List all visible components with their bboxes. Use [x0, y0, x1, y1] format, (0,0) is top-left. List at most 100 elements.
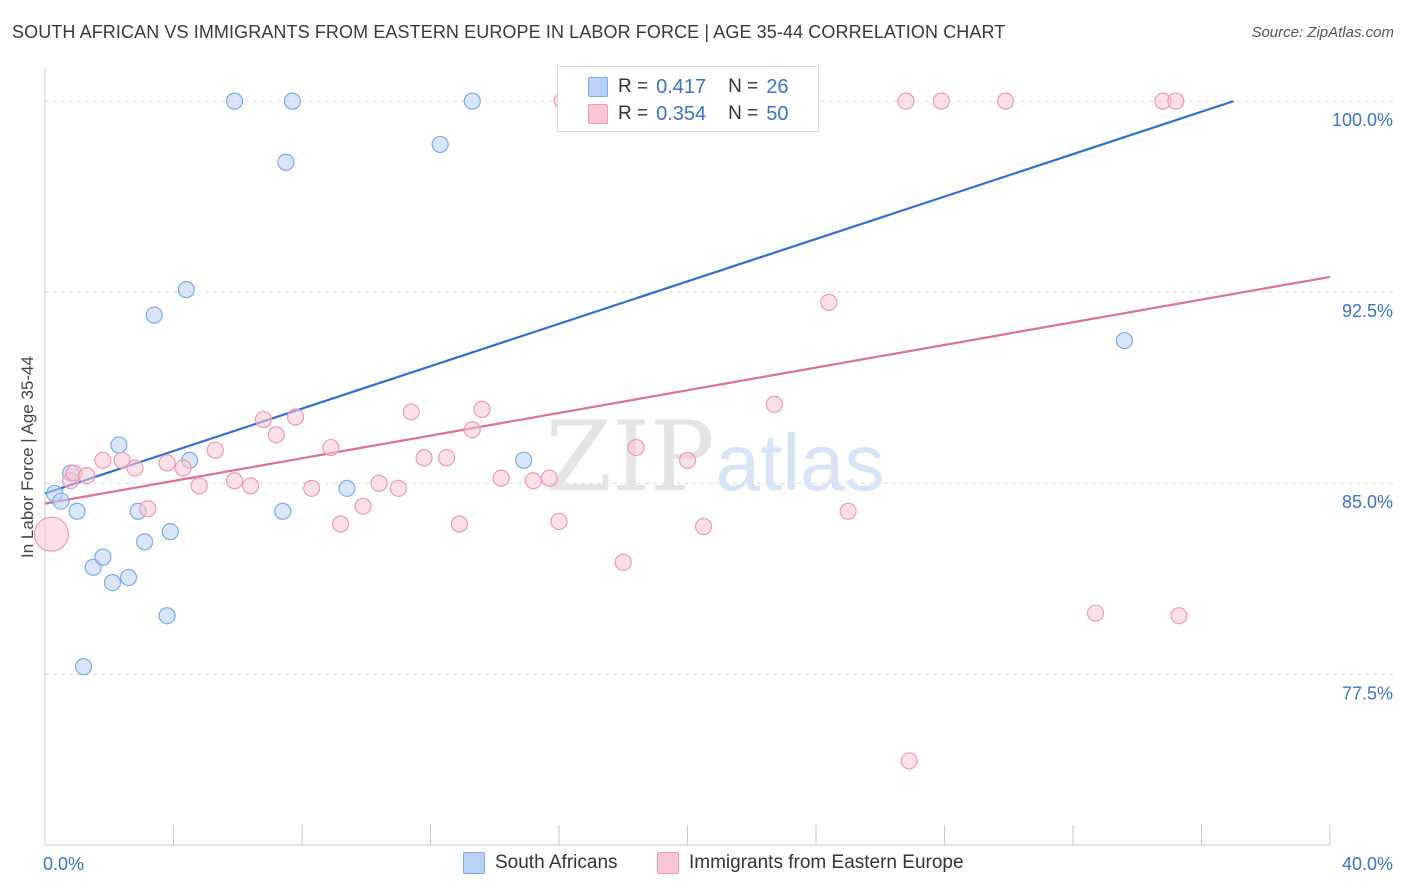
legend-r-value: 0.417: [656, 75, 707, 98]
data-points: [33, 92, 1188, 770]
point-eastern-europe: [463, 421, 481, 439]
point-eastern-europe: [402, 403, 420, 421]
y-axis-label: In Labor Force | Age 35-44: [18, 356, 37, 558]
point-south-africans: [52, 492, 70, 510]
point-eastern-europe: [839, 502, 857, 520]
point-south-africans: [515, 451, 533, 469]
point-south-africans: [110, 436, 128, 454]
point-south-africans: [135, 533, 154, 551]
point-eastern-europe: [126, 459, 144, 477]
point-eastern-europe: [540, 469, 558, 487]
point-eastern-europe: [694, 517, 713, 536]
series-legend-label: Immigrants from Eastern Europe: [689, 852, 964, 873]
point-eastern-europe: [389, 479, 407, 497]
x-tick-label: 0.0%: [43, 854, 84, 874]
point-south-africans: [119, 568, 138, 587]
point-south-africans: [68, 502, 86, 520]
legend-r-value: 0.354: [656, 102, 707, 125]
point-eastern-europe: [33, 516, 70, 552]
point-eastern-europe: [524, 472, 542, 490]
point-south-africans: [103, 574, 122, 592]
legend-r-label: R =: [618, 103, 649, 124]
trend-lines: [44, 100, 1331, 505]
point-eastern-europe: [303, 479, 321, 497]
point-eastern-europe: [492, 469, 510, 487]
point-south-africans: [431, 135, 449, 154]
point-eastern-europe: [113, 451, 131, 469]
series-swatch-south-africans: [463, 852, 485, 874]
tick-labels: 77.5% 85.0% 92.5% 100.0% 0.0% 40.0%: [43, 110, 1393, 874]
point-eastern-europe: [139, 500, 157, 518]
series-legend-south-africans[interactable]: South Africans: [463, 852, 618, 874]
point-south-africans: [177, 281, 195, 299]
series-swatch-eastern-europe: [657, 852, 679, 874]
point-eastern-europe: [78, 467, 96, 485]
point-south-africans: [158, 607, 176, 625]
point-eastern-europe: [678, 451, 697, 469]
y-tick-label: 100.0%: [1332, 110, 1393, 130]
watermark-atlas: atlas: [716, 418, 885, 507]
point-south-africans: [1115, 331, 1134, 350]
point-eastern-europe: [627, 438, 645, 457]
point-south-africans: [338, 479, 356, 497]
point-eastern-europe: [242, 477, 260, 495]
point-eastern-europe: [897, 92, 915, 110]
point-eastern-europe: [932, 92, 950, 110]
point-eastern-europe: [820, 293, 838, 311]
grid-lines: [45, 100, 1393, 675]
point-eastern-europe: [996, 92, 1015, 110]
point-eastern-europe: [286, 408, 305, 426]
series-legend-label: South Africans: [495, 852, 618, 873]
trend-line-eastern-europe: [44, 275, 1331, 505]
watermark: ZIP atlas: [545, 401, 884, 513]
legend-swatch-south-africans: [588, 77, 608, 97]
point-eastern-europe: [900, 752, 918, 770]
point-eastern-europe: [437, 449, 456, 467]
point-eastern-europe: [225, 472, 244, 490]
point-eastern-europe: [158, 454, 176, 472]
point-south-africans: [161, 523, 179, 541]
point-eastern-europe: [415, 449, 433, 467]
legend-n-value: 26: [766, 75, 789, 98]
point-eastern-europe: [370, 474, 388, 492]
point-eastern-europe: [322, 438, 340, 457]
point-eastern-europe: [267, 426, 285, 444]
point-eastern-europe: [174, 459, 192, 477]
point-eastern-europe: [550, 512, 568, 531]
point-south-africans: [277, 153, 295, 171]
axes: [44, 68, 1331, 846]
point-eastern-europe: [450, 515, 469, 533]
y-tick-label: 77.5%: [1342, 683, 1393, 703]
chart-title: SOUTH AFRICAN VS IMMIGRANTS FROM EASTERN…: [12, 22, 1006, 42]
legend-n-label: N =: [728, 103, 759, 124]
legend-row-south-africans: R = 0.417 N = 26: [558, 73, 788, 101]
point-eastern-europe: [354, 497, 372, 515]
y-tick-label: 92.5%: [1342, 301, 1393, 321]
point-eastern-europe: [1167, 92, 1185, 110]
point-eastern-europe: [206, 441, 224, 459]
point-eastern-europe: [190, 477, 208, 495]
point-eastern-europe: [254, 410, 273, 429]
point-south-africans: [463, 92, 481, 110]
point-south-africans: [74, 658, 93, 676]
point-south-africans: [283, 92, 301, 110]
source-credit: Source: ZipAtlas.com: [1251, 24, 1394, 41]
point-eastern-europe: [765, 395, 783, 413]
y-tick-label: 85.0%: [1342, 492, 1393, 512]
x-tick-label: 40.0%: [1342, 854, 1393, 874]
legend-swatch-eastern-europe: [588, 104, 608, 124]
series-legend: South Africans Immigrants from Eastern E…: [0, 852, 1406, 878]
point-eastern-europe: [473, 400, 491, 418]
point-south-africans: [225, 92, 244, 110]
legend-row-eastern-europe: R = 0.354 N = 50: [558, 100, 788, 128]
point-eastern-europe: [331, 515, 350, 533]
point-south-africans: [274, 502, 292, 520]
point-eastern-europe: [1170, 607, 1188, 625]
stats-legend: R = 0.417 N = 26 R = 0.354 N = 50: [557, 66, 819, 132]
point-south-africans: [145, 306, 163, 324]
series-legend-eastern-europe[interactable]: Immigrants from Eastern Europe: [657, 852, 964, 874]
point-eastern-europe: [614, 553, 632, 571]
point-south-africans: [94, 548, 112, 566]
legend-n-value: 50: [766, 102, 789, 125]
